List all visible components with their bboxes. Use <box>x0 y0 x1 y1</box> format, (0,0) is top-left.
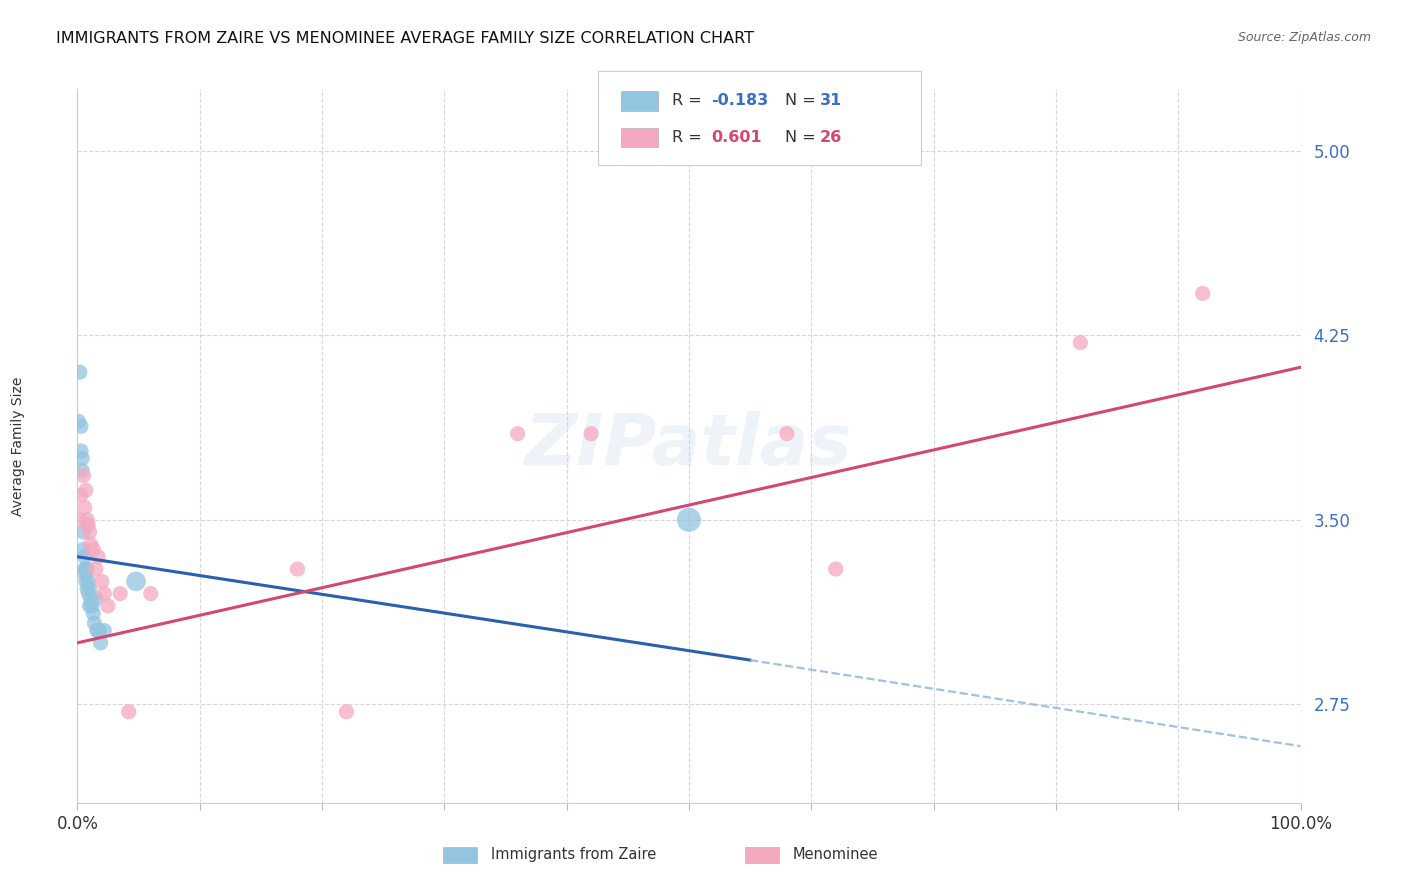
Point <box>67 414 90 428</box>
Text: Average Family Size: Average Family Size <box>11 376 25 516</box>
Point <box>70 419 93 434</box>
Point <box>84 591 107 606</box>
Text: N =: N = <box>785 130 821 145</box>
Point <box>79 525 101 540</box>
Point <box>93 624 115 638</box>
Point <box>73 562 96 576</box>
Point <box>72 468 94 483</box>
Point <box>80 599 103 613</box>
Text: 26: 26 <box>820 130 842 145</box>
Point <box>76 582 98 596</box>
Point <box>89 624 111 638</box>
Point <box>287 562 309 576</box>
Point <box>824 562 846 576</box>
Text: IMMIGRANTS FROM ZAIRE VS MENOMINEE AVERAGE FAMILY SIZE CORRELATION CHART: IMMIGRANTS FROM ZAIRE VS MENOMINEE AVERA… <box>56 31 754 46</box>
Point <box>776 426 799 441</box>
Point <box>69 513 91 527</box>
Point <box>678 513 700 527</box>
Point <box>70 464 93 478</box>
Point <box>80 537 103 551</box>
Point <box>335 705 357 719</box>
Text: Source: ZipAtlas.com: Source: ZipAtlas.com <box>1237 31 1371 45</box>
Point <box>76 513 98 527</box>
Point <box>87 549 110 564</box>
Point <box>125 574 148 589</box>
Point <box>75 562 97 576</box>
Point <box>73 500 96 515</box>
Point <box>72 525 94 540</box>
Text: R =: R = <box>672 94 707 108</box>
Point <box>118 705 141 719</box>
Point <box>72 542 94 557</box>
Point <box>79 582 101 596</box>
Point <box>76 562 98 576</box>
Point <box>79 599 101 613</box>
Point <box>73 549 96 564</box>
Point <box>70 444 93 458</box>
Text: Immigrants from Zaire: Immigrants from Zaire <box>491 847 657 862</box>
Point <box>75 483 97 498</box>
Point <box>579 426 602 441</box>
Point <box>80 591 103 606</box>
Point <box>73 566 96 581</box>
Point <box>84 562 107 576</box>
Point <box>75 574 97 589</box>
Point <box>506 426 529 441</box>
Point <box>97 599 120 613</box>
Point <box>90 636 112 650</box>
Point <box>83 616 105 631</box>
Point <box>1069 335 1091 350</box>
Point <box>82 542 104 557</box>
Point <box>1191 286 1213 301</box>
Point <box>82 607 104 621</box>
Point <box>87 624 110 638</box>
Point <box>90 574 112 589</box>
Text: N =: N = <box>785 94 821 108</box>
Point <box>77 517 100 532</box>
Text: 0.601: 0.601 <box>711 130 762 145</box>
Point <box>139 587 162 601</box>
Point <box>77 574 100 589</box>
Point <box>69 365 91 379</box>
Text: Menominee: Menominee <box>793 847 879 862</box>
Text: R =: R = <box>672 130 707 145</box>
Text: ZIPatlas: ZIPatlas <box>526 411 852 481</box>
Text: 31: 31 <box>820 94 842 108</box>
Point <box>93 587 115 601</box>
Point <box>70 488 93 502</box>
Point <box>108 587 131 601</box>
Point <box>86 624 108 638</box>
Text: -0.183: -0.183 <box>711 94 769 108</box>
Point <box>70 451 93 466</box>
Point <box>77 587 100 601</box>
